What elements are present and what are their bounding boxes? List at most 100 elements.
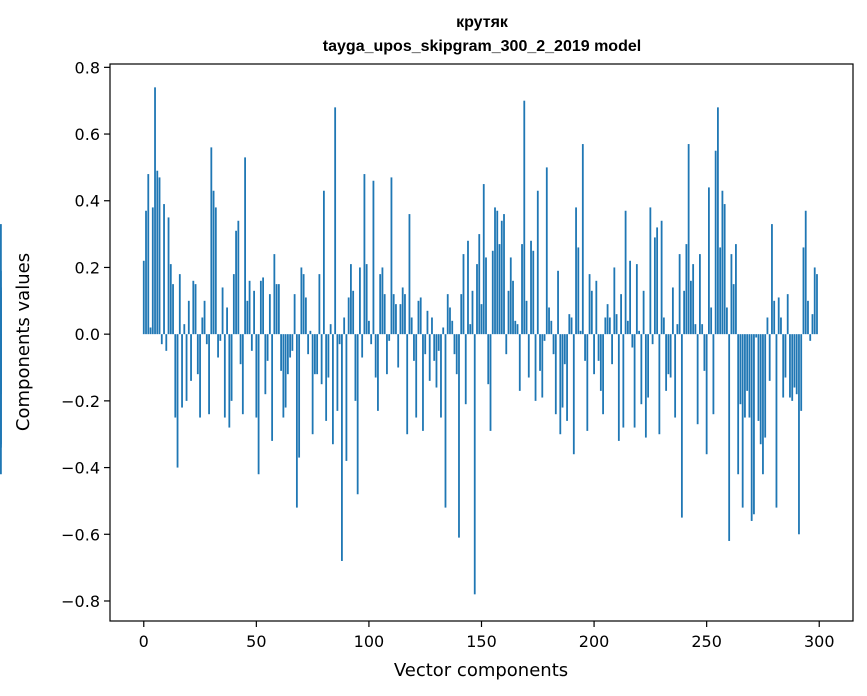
bar: [775, 334, 778, 508]
bar: [678, 254, 681, 335]
bar: [347, 297, 350, 335]
bar: [764, 334, 767, 438]
x-tick-label: 200: [579, 632, 610, 651]
bar: [318, 274, 321, 335]
bar: [181, 334, 183, 408]
bar: [611, 334, 613, 365]
bar: [383, 294, 386, 335]
bar: [392, 294, 395, 335]
bar: [662, 317, 665, 335]
bar: [300, 267, 303, 335]
bar: [629, 260, 631, 335]
bar: [217, 334, 219, 358]
bar: [523, 100, 526, 335]
bar: [737, 334, 740, 475]
bar: [208, 334, 210, 415]
bar: [676, 324, 679, 335]
bar: [226, 307, 228, 335]
bar: [255, 334, 258, 418]
bar: [532, 250, 535, 335]
bar: [500, 220, 503, 335]
bar: [169, 264, 172, 335]
bar: [536, 190, 539, 335]
bar: [460, 294, 463, 335]
bar: [453, 334, 456, 355]
bar: [755, 334, 758, 338]
chart-title: крутяк: [456, 14, 509, 31]
y-tick-label: 0.8: [75, 58, 100, 77]
bar: [237, 220, 240, 335]
bar: [230, 334, 233, 401]
bar: [151, 207, 154, 335]
bar: [811, 314, 814, 335]
bar: [723, 204, 726, 335]
bar: [680, 334, 683, 518]
bar: [525, 300, 528, 335]
y-tick-label: −0.6: [61, 525, 100, 544]
bar: [579, 330, 582, 335]
bar: [705, 334, 708, 455]
bar: [404, 294, 406, 335]
bar: [196, 334, 199, 375]
bar: [595, 280, 598, 335]
y-tick-label: −0.2: [61, 392, 100, 411]
bar: [804, 210, 807, 335]
bar: [518, 334, 521, 391]
bar: [554, 334, 557, 415]
bar: [566, 334, 568, 421]
bar: [773, 300, 776, 335]
bar: [435, 334, 438, 388]
bar: [190, 334, 192, 381]
bar: [239, 334, 242, 365]
bar: [363, 174, 366, 335]
bar: [408, 214, 411, 335]
bar: [581, 144, 584, 335]
bar: [325, 334, 328, 421]
bar: [266, 334, 269, 361]
bar: [293, 294, 296, 335]
bar: [726, 307, 728, 335]
bar: [379, 274, 382, 335]
bar: [509, 257, 512, 335]
bar: [142, 260, 145, 335]
bar: [406, 334, 409, 435]
bars-group: [0, 87, 818, 595]
bar: [377, 334, 379, 411]
bar: [431, 317, 433, 335]
bar: [550, 320, 553, 335]
bar: [487, 334, 490, 385]
bar: [341, 334, 343, 561]
bar: [633, 334, 636, 428]
bar: [322, 190, 325, 335]
bar: [185, 334, 188, 401]
bar: [516, 324, 519, 335]
bar: [361, 334, 364, 358]
bar: [417, 300, 420, 335]
bar: [329, 324, 332, 335]
x-tick-label: 0: [139, 632, 149, 651]
bar: [689, 280, 692, 335]
bar: [730, 254, 733, 335]
bar: [777, 297, 780, 335]
bar: [793, 334, 796, 388]
bar: [313, 334, 316, 375]
bar: [241, 334, 244, 415]
bar: [656, 227, 659, 335]
bar: [286, 334, 289, 375]
bar: [552, 334, 555, 355]
bar: [620, 294, 622, 335]
bar: [244, 157, 246, 335]
bar: [653, 237, 656, 335]
bar: [413, 334, 415, 361]
bar: [816, 274, 818, 335]
bar: [514, 320, 517, 335]
bar: [685, 244, 688, 335]
y-tick-label: 0.2: [75, 258, 100, 277]
bar: [232, 274, 235, 335]
bar: [268, 294, 271, 335]
y-tick-label: −0.4: [61, 459, 100, 478]
bar: [719, 247, 722, 335]
bar: [147, 174, 150, 335]
bar: [259, 280, 262, 335]
